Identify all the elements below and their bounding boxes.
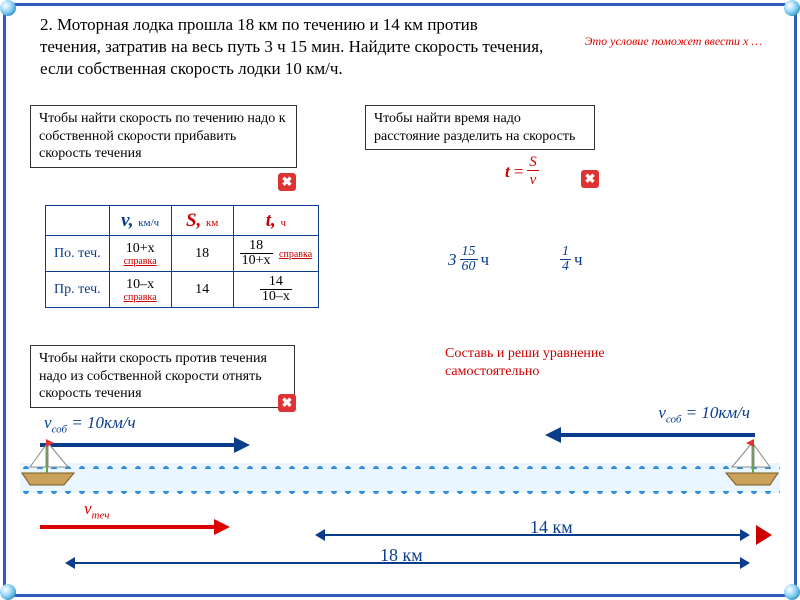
distance-14-label: 14 км — [530, 517, 573, 538]
spravka-link[interactable]: справка — [279, 249, 312, 260]
hdr-v: v, км/ч — [109, 206, 171, 236]
spravka-link[interactable]: справка — [116, 257, 165, 267]
total-time-mixed: 3 1560 ч — [448, 245, 489, 274]
formula-t-eq-s-over-v: t = S v — [505, 155, 539, 188]
cell-v-up: 10–хсправка — [109, 272, 171, 308]
spravka-link[interactable]: справка — [116, 293, 165, 303]
total-time-quarter: 14 ч — [560, 245, 583, 274]
data-table: v, км/ч S, км t, ч По. теч. 10+хсправка … — [45, 205, 319, 308]
close-icon[interactable]: ✖ — [581, 170, 599, 188]
close-icon[interactable]: ✖ — [278, 173, 296, 191]
compose-instruction: Составь и реши уравнение самостоятельно — [445, 345, 605, 381]
cell-t-up: 1410–х — [233, 272, 319, 308]
hint-upstream-text: Чтобы найти скорость против течения надо… — [39, 351, 267, 401]
cell-s-down: 18 — [171, 236, 233, 272]
var-t: t — [505, 162, 510, 182]
hdr-s: S, км — [171, 206, 233, 236]
slide-content: 2. Моторная лодка прошла 18 км по течени… — [10, 10, 790, 590]
row-upstream-label: Пр. теч. — [46, 272, 110, 308]
v-own-right: vсоб = 10км/ч — [658, 403, 750, 425]
next-slide-button[interactable] — [756, 525, 772, 545]
eq-sign: = — [513, 162, 524, 182]
row-downstream-label: По. теч. — [46, 236, 110, 272]
hdr-blank — [46, 206, 110, 236]
v-current-label: vтеч — [84, 499, 109, 521]
hint-downstream: Чтобы найти скорость по течению надо к с… — [30, 105, 297, 168]
boat-left-icon — [16, 429, 80, 489]
hint-upstream: Чтобы найти скорость против течения надо… — [30, 345, 295, 408]
cell-s-up: 14 — [171, 272, 233, 308]
hint-red-note: Это условие поможет ввести х … — [585, 34, 762, 49]
distance-18-label: 18 км — [380, 545, 423, 566]
problem-line1: 2. Моторная лодка прошла 18 км по течени… — [40, 14, 770, 36]
hdr-t: t, ч — [233, 206, 319, 236]
hint-downstream-text: Чтобы найти скорость по течению надо к с… — [39, 111, 286, 161]
hint-time: Чтобы найти время надо расстояние раздел… — [365, 105, 595, 150]
cell-v-down: 10+хсправка — [109, 236, 171, 272]
river-scene: vсоб = 10км/ч vсоб = 10км/ч — [20, 405, 780, 580]
var-s: S — [527, 155, 539, 171]
hint-time-text: Чтобы найти время надо расстояние раздел… — [374, 111, 575, 144]
var-v: v — [528, 173, 539, 188]
problem-line3: если собственная скорость лодки 10 км/ч. — [40, 58, 770, 80]
cell-t-down: 1810+х справка — [233, 236, 319, 272]
boat-right-icon — [720, 429, 784, 489]
